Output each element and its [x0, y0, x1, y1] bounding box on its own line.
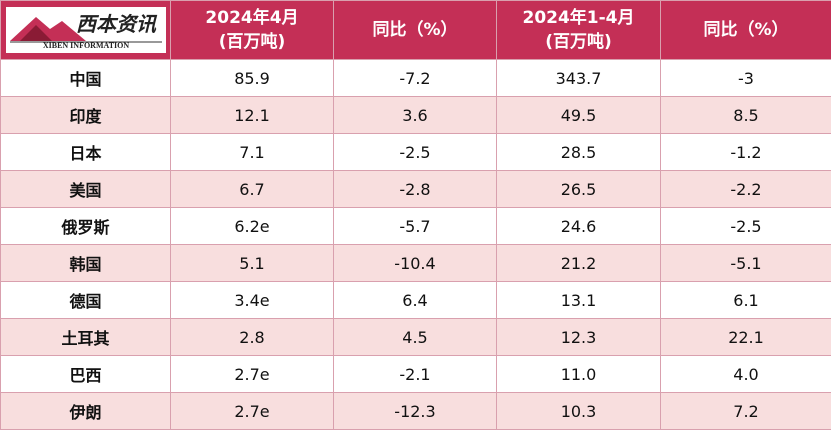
logo-name: 西本资讯	[76, 12, 158, 36]
country-cell: 韩国	[1, 245, 171, 282]
value-cell: 12.3	[497, 319, 661, 356]
logo: 西本资讯 XIBEN INFORMATION	[6, 7, 166, 53]
value-cell: 2.8	[171, 319, 334, 356]
header-cell: 同比（%）	[661, 1, 831, 60]
country-cell: 俄罗斯	[1, 208, 171, 245]
value-cell: -12.3	[334, 393, 497, 430]
value-cell: 2.7e	[171, 393, 334, 430]
value-cell: 28.5	[497, 134, 661, 171]
header-text: 同比（%）	[661, 18, 831, 42]
header-text: 2024年4月	[171, 6, 333, 30]
header-text: 2024年1-4月	[497, 6, 660, 30]
value-cell: 26.5	[497, 171, 661, 208]
value-cell: -2.1	[334, 356, 497, 393]
value-cell: -5.7	[334, 208, 497, 245]
logo-cell: 西本资讯 XIBEN INFORMATION	[1, 1, 171, 60]
value-cell: -2.2	[661, 171, 831, 208]
value-cell: 5.1	[171, 245, 334, 282]
value-cell: 4.0	[661, 356, 831, 393]
value-cell: 13.1	[497, 282, 661, 319]
value-cell: 12.1	[171, 97, 334, 134]
header-cell: 2024年4月(百万吨)	[171, 1, 334, 60]
value-cell: 10.3	[497, 393, 661, 430]
header-cell: 同比（%）	[334, 1, 497, 60]
value-cell: 6.2e	[171, 208, 334, 245]
value-cell: -2.5	[334, 134, 497, 171]
value-cell: -7.2	[334, 60, 497, 97]
country-cell: 土耳其	[1, 319, 171, 356]
value-cell: -5.1	[661, 245, 831, 282]
value-cell: -2.8	[334, 171, 497, 208]
value-cell: 6.1	[661, 282, 831, 319]
value-cell: 6.7	[171, 171, 334, 208]
value-cell: 49.5	[497, 97, 661, 134]
value-cell: 8.5	[661, 97, 831, 134]
country-cell: 德国	[1, 282, 171, 319]
value-cell: 24.6	[497, 208, 661, 245]
value-cell: 85.9	[171, 60, 334, 97]
value-cell: -1.2	[661, 134, 831, 171]
header-row: 西本资讯 XIBEN INFORMATION 2024年4月(百万吨)同比（%）…	[1, 1, 831, 60]
country-cell: 美国	[1, 171, 171, 208]
value-cell: 3.4e	[171, 282, 334, 319]
value-cell: -10.4	[334, 245, 497, 282]
country-cell: 中国	[1, 60, 171, 97]
header-text: 同比（%）	[334, 18, 496, 42]
value-cell: 3.6	[334, 97, 497, 134]
country-cell: 伊朗	[1, 393, 171, 430]
value-cell: 7.1	[171, 134, 334, 171]
value-cell: 2.7e	[171, 356, 334, 393]
value-cell: 21.2	[497, 245, 661, 282]
value-cell: -2.5	[661, 208, 831, 245]
header-text: (百万吨)	[497, 30, 660, 54]
country-cell: 日本	[1, 134, 171, 171]
header-text: (百万吨)	[171, 30, 333, 54]
value-cell: 6.4	[334, 282, 497, 319]
logo-graphic: 西本资讯 XIBEN INFORMATION	[6, 7, 166, 53]
value-cell: 4.5	[334, 319, 497, 356]
value-cell: 7.2	[661, 393, 831, 430]
value-cell: 343.7	[497, 60, 661, 97]
country-cell: 巴西	[1, 356, 171, 393]
value-cell: 22.1	[661, 319, 831, 356]
value-cell: 11.0	[497, 356, 661, 393]
value-cell: -3	[661, 60, 831, 97]
header-cell: 2024年1-4月(百万吨)	[497, 1, 661, 60]
country-cell: 印度	[1, 97, 171, 134]
